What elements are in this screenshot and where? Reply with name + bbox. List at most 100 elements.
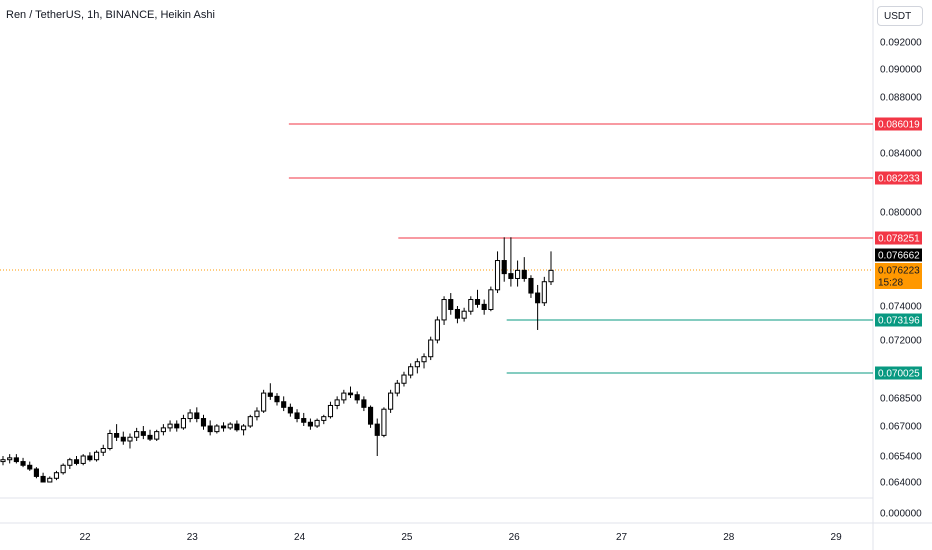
candle-body[interactable]: [327, 404, 334, 418]
candle-body[interactable]: [207, 425, 213, 433]
candle-body[interactable]: [294, 412, 300, 420]
candle-body[interactable]: [20, 461, 26, 466]
time-tick-label: 26: [509, 532, 521, 543]
candle-body[interactable]: [154, 431, 160, 440]
candle-body[interactable]: [474, 299, 481, 305]
level-price-tag-bg: [875, 313, 922, 327]
price-axis[interactable]: 0.092000 0.090000 0.088000 0.084000 0.080000…: [880, 38, 922, 520]
candle-body[interactable]: [421, 356, 427, 363]
candle-body[interactable]: [367, 406, 374, 425]
candle-body[interactable]: [114, 433, 120, 438]
candle-body[interactable]: [261, 392, 267, 412]
candle-body[interactable]: [548, 269, 554, 283]
candle-body[interactable]: [374, 423, 380, 436]
candle-body[interactable]: [214, 425, 220, 433]
candle-body[interactable]: [0, 459, 6, 463]
candle-body[interactable]: [194, 412, 200, 420]
candle-body[interactable]: [200, 418, 207, 427]
candle-body[interactable]: [468, 299, 474, 312]
price-tick-label: 0.000000: [880, 509, 922, 520]
candle-body[interactable]: [454, 308, 461, 319]
candle-body[interactable]: [67, 459, 73, 466]
candle-body[interactable]: [408, 366, 414, 376]
candle-body[interactable]: [528, 277, 534, 294]
candle-body[interactable]: [180, 418, 187, 429]
candle-body[interactable]: [341, 392, 347, 401]
candle-body[interactable]: [281, 401, 287, 408]
candle-body[interactable]: [7, 457, 13, 461]
currency-button[interactable]: USDT: [877, 6, 923, 26]
candle-body[interactable]: [481, 303, 487, 310]
candle-body[interactable]: [535, 292, 541, 304]
candle-body[interactable]: [140, 431, 146, 436]
candle-body[interactable]: [27, 464, 33, 470]
candle-body[interactable]: [334, 399, 340, 406]
candle-body[interactable]: [254, 410, 260, 418]
candle-body[interactable]: [488, 289, 494, 310]
candle-body[interactable]: [13, 457, 19, 463]
candle-body[interactable]: [147, 434, 153, 440]
level-price-tag-bg: [875, 117, 922, 131]
candle-body[interactable]: [73, 459, 80, 464]
candle-body[interactable]: [220, 425, 227, 429]
candle-body[interactable]: [167, 423, 173, 429]
candle-body[interactable]: [428, 339, 434, 358]
candle-body[interactable]: [287, 406, 293, 414]
level-price-tag: 0.078251: [878, 234, 920, 245]
candle-body[interactable]: [120, 436, 126, 442]
candle-body[interactable]: [354, 394, 360, 401]
candle-body[interactable]: [521, 269, 527, 279]
candle-body[interactable]: [301, 418, 307, 423]
candle-body[interactable]: [321, 416, 327, 421]
bar-countdown: 15:28: [878, 278, 903, 289]
candle-body[interactable]: [401, 374, 407, 384]
candle-body[interactable]: [381, 408, 387, 436]
candle-body[interactable]: [100, 448, 106, 453]
candle-body[interactable]: [347, 392, 354, 396]
candles: [0, 237, 554, 483]
candle-body[interactable]: [434, 319, 440, 341]
candle-body[interactable]: [127, 436, 133, 442]
level-price-tag: 0.086019: [878, 120, 920, 131]
time-tick-label: 24: [294, 532, 306, 543]
candle-body[interactable]: [160, 427, 166, 433]
candle-body[interactable]: [187, 412, 193, 420]
candle-body[interactable]: [47, 477, 53, 483]
candle-body[interactable]: [93, 451, 100, 461]
level-price-tag: 0.070025: [878, 369, 920, 380]
candle-body[interactable]: [448, 299, 454, 310]
candle-body[interactable]: [307, 421, 313, 427]
candle-body[interactable]: [541, 281, 547, 304]
price-tick-label: 0.067000: [880, 422, 922, 433]
candle-body[interactable]: [87, 455, 93, 461]
candle-body[interactable]: [107, 433, 113, 449]
candle-body[interactable]: [174, 423, 180, 429]
candle-body[interactable]: [501, 260, 507, 275]
candle-body[interactable]: [314, 419, 320, 427]
candle-body[interactable]: [274, 395, 280, 403]
candle-body[interactable]: [515, 269, 521, 279]
candle-body[interactable]: [80, 455, 86, 464]
candle-body[interactable]: [394, 382, 400, 394]
candle-body[interactable]: [247, 416, 253, 427]
candle-body[interactable]: [134, 431, 140, 438]
candle-body[interactable]: [53, 472, 60, 479]
candle-body[interactable]: [227, 423, 233, 429]
candle-body[interactable]: [461, 310, 467, 319]
candle-body[interactable]: [33, 468, 39, 477]
candle-body[interactable]: [40, 475, 46, 483]
candle-body[interactable]: [388, 392, 394, 410]
candle-body[interactable]: [267, 392, 273, 397]
time-axis[interactable]: 22 23 24 25 26 27 28 29: [79, 532, 842, 543]
candle-body[interactable]: [494, 260, 501, 291]
candle-body[interactable]: [508, 273, 514, 279]
candle-body[interactable]: [60, 464, 66, 474]
candle-body[interactable]: [414, 361, 420, 368]
candle-body[interactable]: [234, 423, 240, 431]
candle-body[interactable]: [441, 299, 447, 321]
candle-body[interactable]: [241, 425, 247, 431]
price-labels: 0.086019 0.082233 0.078251 0.073196 0.070025…: [875, 117, 922, 380]
candle-body[interactable]: [361, 399, 367, 408]
level-price-tag: 0.073196: [878, 316, 920, 327]
